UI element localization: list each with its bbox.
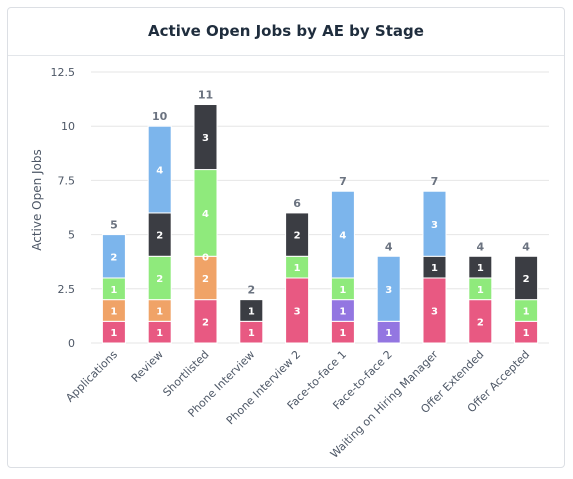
segment-label: 3 [385, 285, 392, 296]
segment-label: 1 [248, 306, 255, 317]
segment-label: 1 [385, 328, 392, 339]
segment-label: 2 [477, 317, 484, 328]
segment-label: 2 [523, 274, 530, 285]
x-tick-label: Review [129, 348, 166, 385]
segment-label: 2 [156, 274, 163, 285]
bar-segment [514, 255, 539, 301]
total-label: 7 [339, 175, 347, 188]
segment-label: 1 [248, 328, 255, 339]
segment-label: 1 [156, 328, 163, 339]
segment-label: 1 [110, 285, 117, 296]
segment-label: 3 [431, 306, 438, 317]
total-label: 4 [476, 240, 484, 253]
bar-segment [330, 190, 355, 279]
segment-label: 2 [156, 231, 163, 242]
total-label: 2 [247, 284, 255, 297]
bar-segment [193, 104, 218, 171]
y-tick-label: 2.5 [58, 283, 76, 296]
segment-label: 1 [156, 306, 163, 317]
segment-label: 3 [294, 306, 301, 317]
segment-label: 4 [339, 231, 346, 242]
segment-label: 2 [202, 274, 209, 285]
bar-segment [239, 299, 264, 322]
segment-label: 2 [110, 252, 117, 263]
total-label: 4 [385, 240, 393, 253]
segment-label: 3 [202, 133, 209, 144]
segment-label: 1 [294, 263, 301, 274]
bar-segment [101, 234, 126, 279]
segment-label: 1 [339, 328, 346, 339]
segment-label: 1 [477, 263, 484, 274]
segment-label: 1 [523, 306, 530, 317]
y-axis-label: Active Open Jobs [30, 149, 44, 251]
segment-label: 1 [110, 306, 117, 317]
segment-label: 1 [110, 328, 117, 339]
segment-label: 1 [523, 328, 530, 339]
segment-label: 4 [156, 166, 163, 177]
segment-label: 1 [339, 306, 346, 317]
segment-label: 2 [294, 231, 301, 242]
y-tick-label: 5 [68, 229, 75, 242]
segment-label: 1 [477, 285, 484, 296]
chart-header: Active Open Jobs by AE by Stage [8, 8, 564, 56]
total-label: 7 [431, 175, 439, 188]
total-label: 6 [293, 197, 301, 210]
segment-label: 2 [202, 317, 209, 328]
total-label: 11 [198, 89, 213, 102]
total-label: 10 [152, 110, 168, 123]
segment-label: 4 [202, 209, 209, 220]
y-tick-label: 0 [68, 337, 75, 350]
segment-label: 0 [202, 252, 209, 263]
x-tick-label: Applications [63, 348, 120, 405]
y-tick-label: 7.5 [58, 174, 76, 187]
bar-segment [147, 125, 172, 214]
segment-label: 1 [339, 285, 346, 296]
y-tick-label: 10 [61, 120, 75, 133]
y-tick-label: 12.5 [51, 66, 76, 79]
bar-segment [376, 255, 401, 322]
total-label: 4 [522, 240, 530, 253]
y-axis-ticks: 0 2.5 5 7.5 10 12.5 [51, 66, 76, 350]
bar-segment [422, 190, 447, 257]
segment-label: 1 [431, 263, 438, 274]
bar-segment [285, 212, 310, 257]
bars: 1112511224102243011112312611147134313721… [101, 89, 539, 344]
total-label: 5 [110, 219, 118, 232]
chart-title: Active Open Jobs by AE by Stage [148, 22, 424, 40]
bar-segment [468, 255, 493, 279]
segment-label: 3 [431, 220, 438, 231]
